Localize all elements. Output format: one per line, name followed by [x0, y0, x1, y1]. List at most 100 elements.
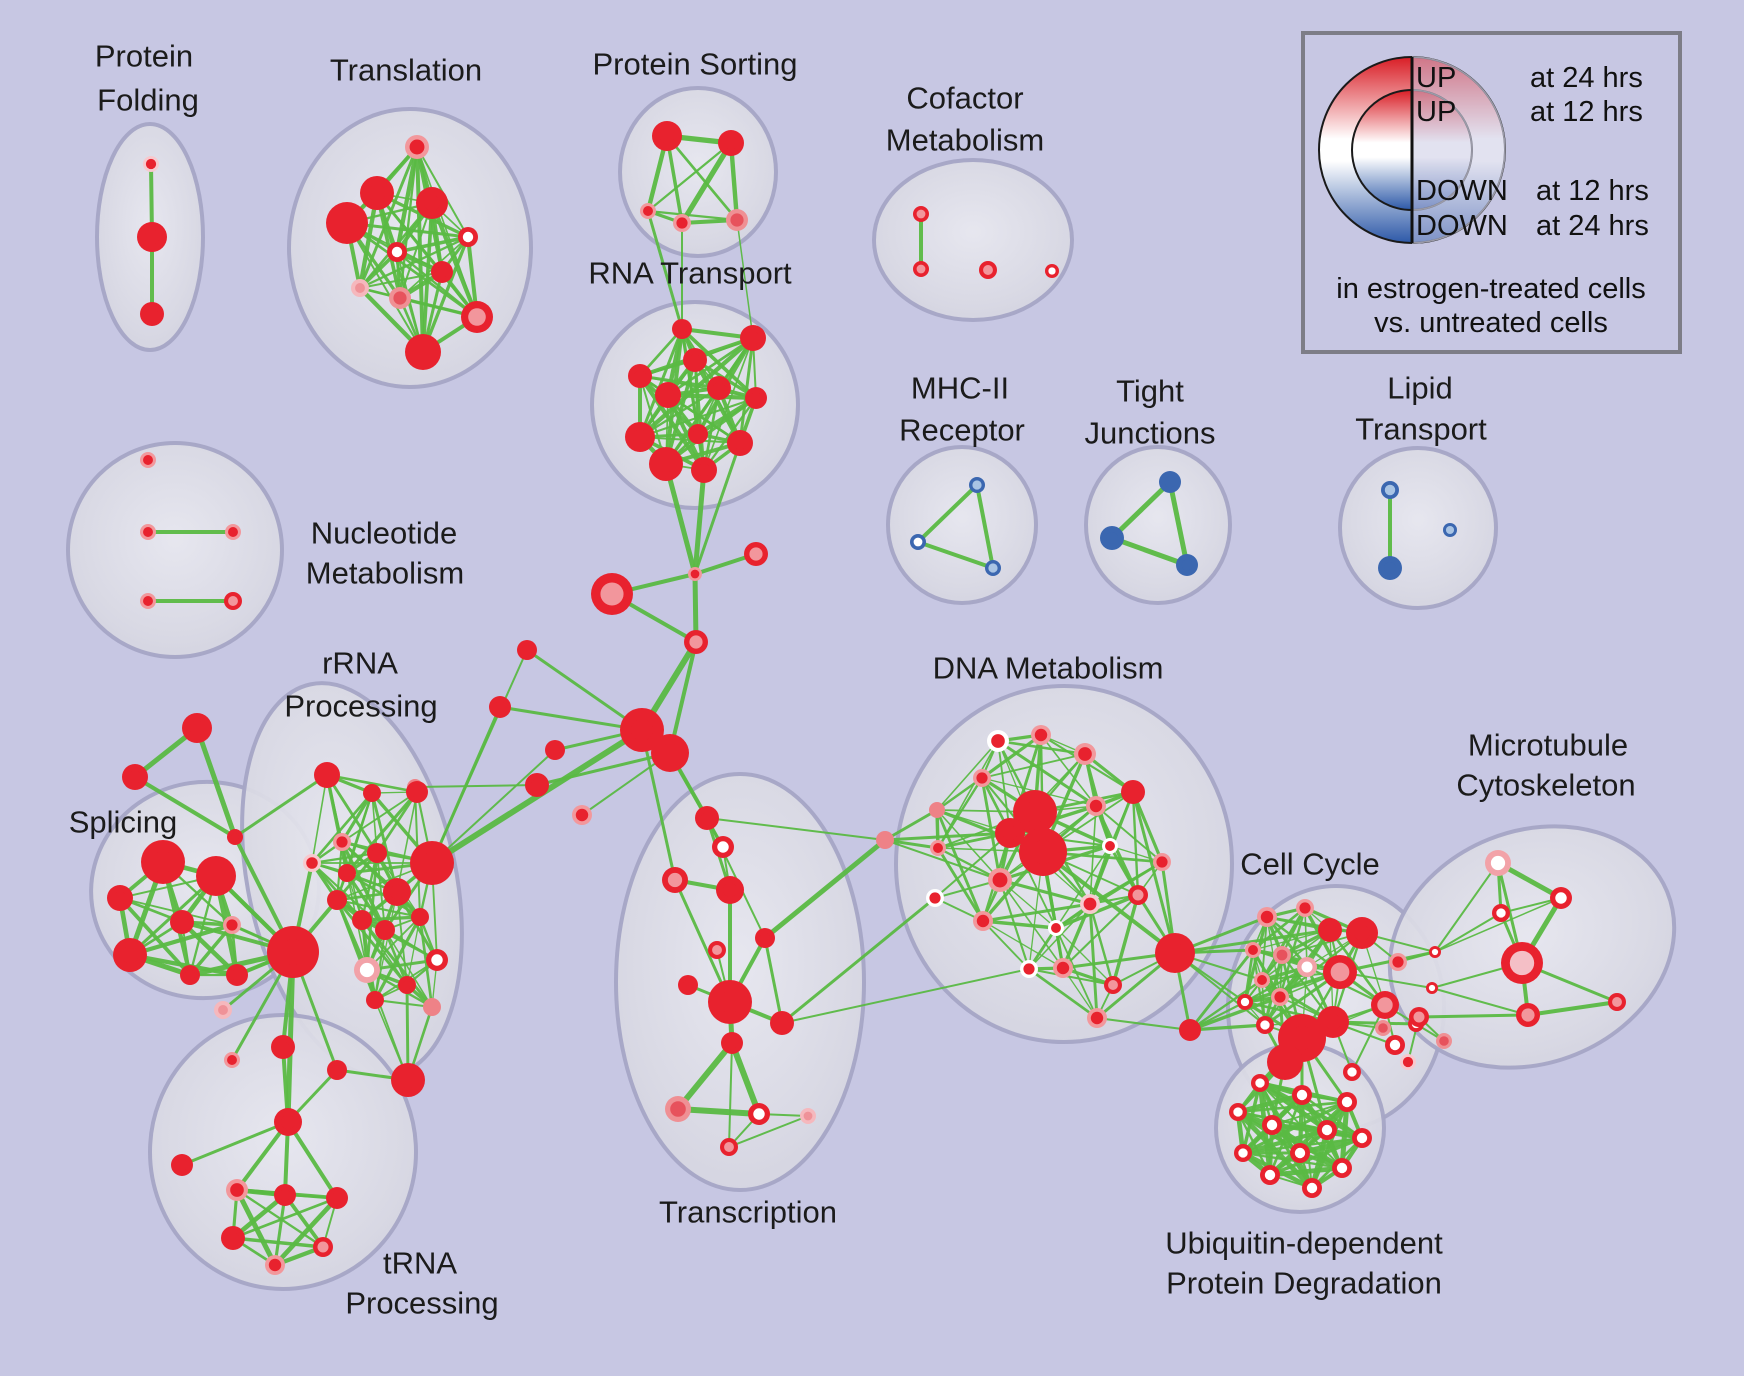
network-node	[225, 524, 241, 540]
network-node	[405, 135, 429, 159]
network-node	[662, 867, 688, 893]
network-edge	[233, 773, 329, 839]
network-node	[1128, 885, 1148, 905]
network-edge	[127, 952, 240, 978]
network-edge	[1434, 912, 1502, 953]
network-edge	[1111, 893, 1140, 987]
network-edge	[358, 235, 470, 290]
network-edge	[1240, 1127, 1330, 1156]
network-edge	[729, 1040, 762, 1117]
network-edge	[311, 774, 328, 864]
network-node	[1104, 976, 1122, 994]
network-edge	[668, 640, 698, 755]
cluster-label: Ubiquitin-dependent	[1165, 1226, 1443, 1261]
network-node	[1550, 887, 1572, 909]
network-node	[1302, 1178, 1322, 1198]
legend-row-label: DOWN	[1416, 210, 1508, 242]
network-edge	[1434, 862, 1499, 953]
network-node	[351, 279, 369, 297]
network-node	[122, 764, 148, 790]
network-node	[1087, 1008, 1107, 1028]
network-node	[1074, 743, 1096, 765]
network-edge	[1243, 965, 1309, 1004]
network-node	[113, 938, 147, 972]
network-edge	[273, 1193, 287, 1267]
network-node	[1608, 993, 1626, 1011]
network-edge	[335, 851, 379, 902]
network-node	[398, 976, 416, 994]
network-node	[988, 868, 1012, 892]
network-edge	[373, 998, 434, 1009]
network-node	[426, 949, 448, 971]
network-node	[224, 592, 242, 610]
cluster-label: Metabolism	[886, 123, 1045, 158]
network-node	[143, 156, 159, 172]
network-node	[1245, 942, 1261, 958]
network-node	[1375, 1020, 1391, 1036]
network-edge	[1088, 844, 1112, 906]
network-edge	[1268, 1136, 1364, 1177]
network-edge	[706, 817, 886, 841]
network-node	[545, 740, 565, 760]
network-edge	[1009, 832, 1057, 929]
network-edge	[371, 792, 378, 854]
network-edge	[998, 878, 1092, 906]
network-node	[226, 964, 248, 986]
network-edge	[310, 851, 379, 865]
network-edge	[1131, 790, 1177, 955]
network-node	[1179, 1019, 1201, 1041]
cluster-label: Nucleotide	[311, 516, 457, 551]
network-edge	[646, 209, 739, 222]
network-edge	[680, 327, 758, 400]
network-edge	[395, 250, 479, 319]
network-edge	[997, 740, 1011, 834]
cluster-label: Microtubule	[1468, 728, 1628, 763]
network-node	[1267, 1044, 1303, 1080]
cluster-label: tRNA	[383, 1246, 457, 1281]
network-node	[227, 829, 243, 845]
network-node	[708, 980, 752, 1024]
network-edge	[1241, 1151, 1344, 1170]
network-node	[678, 975, 698, 995]
network-node	[572, 805, 592, 825]
network-node	[389, 287, 411, 309]
network-edge	[394, 144, 420, 255]
network-edge	[231, 1236, 325, 1249]
network-node	[651, 734, 689, 772]
network-node	[1100, 526, 1124, 550]
network-edge	[376, 852, 386, 931]
network-edge	[639, 397, 757, 438]
network-node	[1385, 1035, 1405, 1055]
network-node	[1501, 942, 1543, 984]
network-edge	[335, 898, 409, 987]
network-node	[1292, 1085, 1312, 1105]
network-node	[461, 301, 493, 333]
network-node	[745, 387, 767, 409]
cluster-label: Tight	[1116, 374, 1184, 409]
network-node	[1400, 1054, 1416, 1070]
network-node	[691, 457, 717, 483]
network-node	[327, 1060, 347, 1080]
network-node	[1086, 796, 1106, 816]
network-node	[1271, 988, 1289, 1006]
network-node	[987, 730, 1009, 752]
network-edge	[981, 753, 1086, 779]
network-edge	[375, 790, 419, 855]
network-node	[695, 806, 719, 830]
network-edge	[384, 929, 433, 1008]
network-node	[716, 876, 744, 904]
network-edge	[498, 705, 644, 732]
network-edge	[982, 920, 1064, 969]
legend-row-time: at 24 hrs	[1536, 210, 1649, 242]
network-edge	[335, 898, 422, 919]
network-node	[274, 1108, 302, 1136]
network-edge	[341, 791, 418, 843]
network-node	[1317, 1006, 1349, 1038]
cluster-labels-layer: Protein Folding Translation Protein Sorting…	[69, 39, 1636, 1321]
network-edge	[374, 891, 398, 1001]
network-edge	[1096, 1017, 1191, 1031]
cluster-label: Cell Cycle	[1240, 847, 1380, 882]
legend-box: UP at 24 hrs UP at 12 hrs DOWN at 12 hrs…	[1301, 31, 1682, 354]
cluster-ellipse-nucleotide-metabolism	[66, 441, 284, 659]
network-edge	[358, 145, 419, 290]
